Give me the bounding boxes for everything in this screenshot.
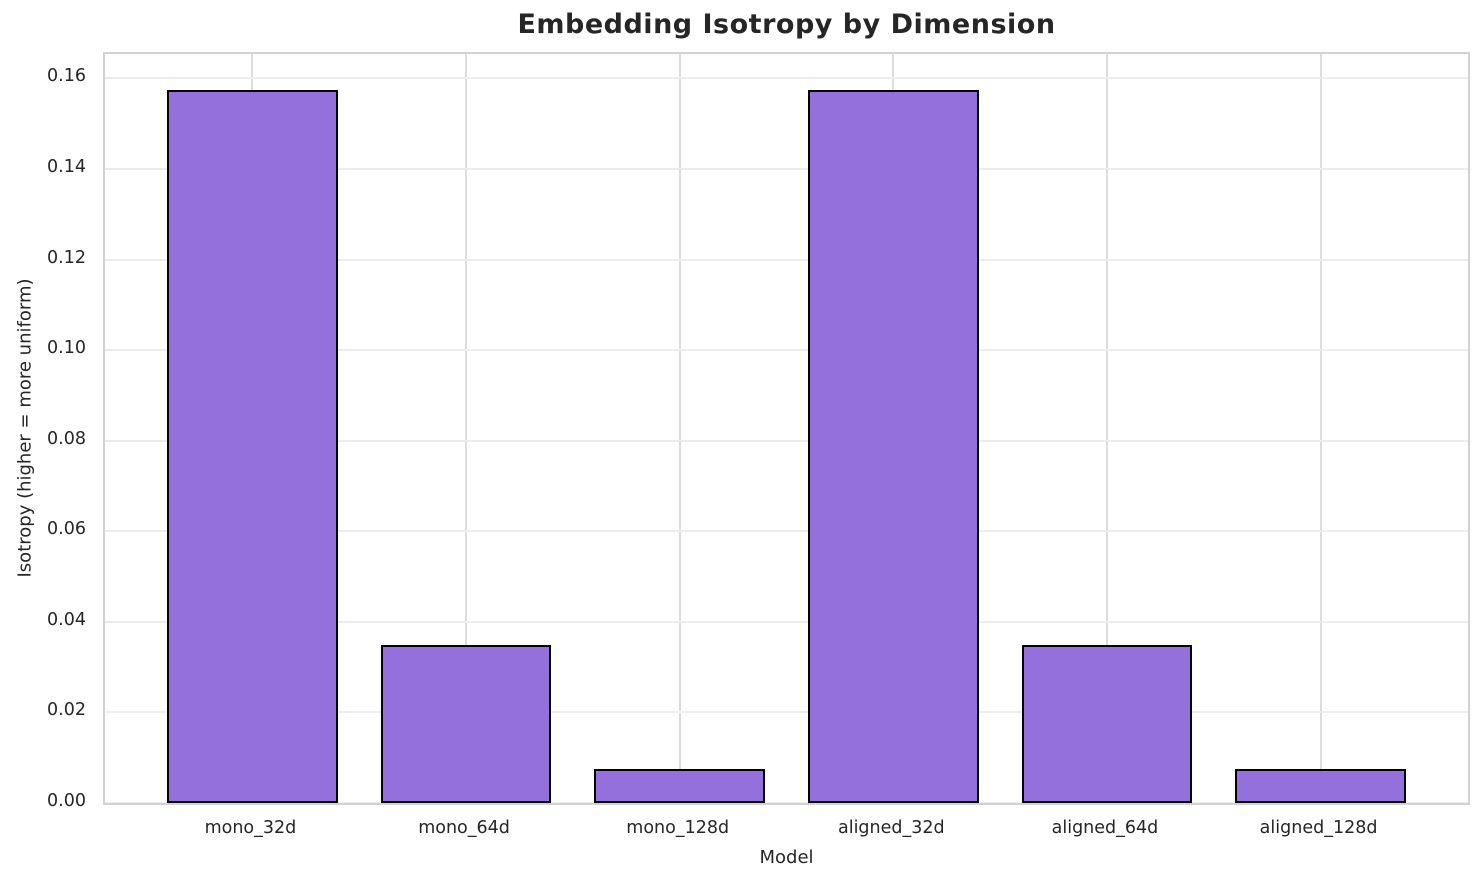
bar-aligned_32d: [807, 89, 979, 803]
y-tick-label: 0.10: [47, 338, 86, 359]
x-axis-label: Model: [759, 847, 814, 868]
x-tick-label: aligned_128d: [1259, 818, 1378, 838]
horizontal-gridline: [105, 802, 1468, 803]
x-tick-label: mono_128d: [626, 818, 730, 838]
horizontal-gridline: [105, 349, 1468, 352]
plot-area: [103, 52, 1470, 805]
bar-mono_64d: [380, 644, 552, 803]
vertical-gridline: [1105, 54, 1108, 803]
bar-mono_32d: [166, 89, 338, 803]
vertical-gridline: [678, 54, 681, 803]
horizontal-gridline: [105, 711, 1468, 714]
y-tick-label: 0.06: [47, 519, 86, 540]
y-tick-label: 0.12: [47, 247, 86, 268]
horizontal-gridline: [105, 258, 1468, 261]
vertical-gridline: [465, 54, 468, 803]
bar-aligned_64d: [1021, 644, 1193, 803]
chart-title: Embedding Isotropy by Dimension: [517, 9, 1056, 40]
y-tick-label: 0.14: [47, 157, 86, 178]
bar-aligned_128d: [1235, 769, 1407, 803]
x-tick-label: mono_64d: [418, 818, 510, 838]
x-tick-label: aligned_64d: [1051, 818, 1159, 838]
y-tick-label: 0.16: [47, 66, 86, 87]
x-tick-label: mono_32d: [204, 818, 297, 838]
vertical-gridline: [1319, 54, 1322, 803]
horizontal-gridline: [105, 168, 1468, 171]
x-tick-label: aligned_32d: [837, 818, 945, 838]
y-tick-label: 0.00: [47, 791, 86, 811]
bar-mono_128d: [594, 769, 766, 803]
y-axis-label: Isotropy (higher = more uniform): [14, 278, 36, 578]
horizontal-gridline: [105, 620, 1468, 623]
horizontal-gridline: [105, 530, 1468, 533]
y-tick-label: 0.04: [47, 609, 86, 630]
x-axis-tick-labels: mono_32d mono_64d mono_128d aligned_32d alig…: [103, 817, 1470, 843]
y-tick-label: 0.02: [47, 700, 86, 721]
horizontal-gridline: [105, 77, 1468, 80]
horizontal-gridline: [105, 439, 1468, 442]
y-tick-label: 0.08: [47, 428, 86, 449]
y-axis-tick-labels: 0.00 0.02 0.04 0.06 0.08 0.10 0.12 0.14 0.16: [0, 52, 94, 811]
